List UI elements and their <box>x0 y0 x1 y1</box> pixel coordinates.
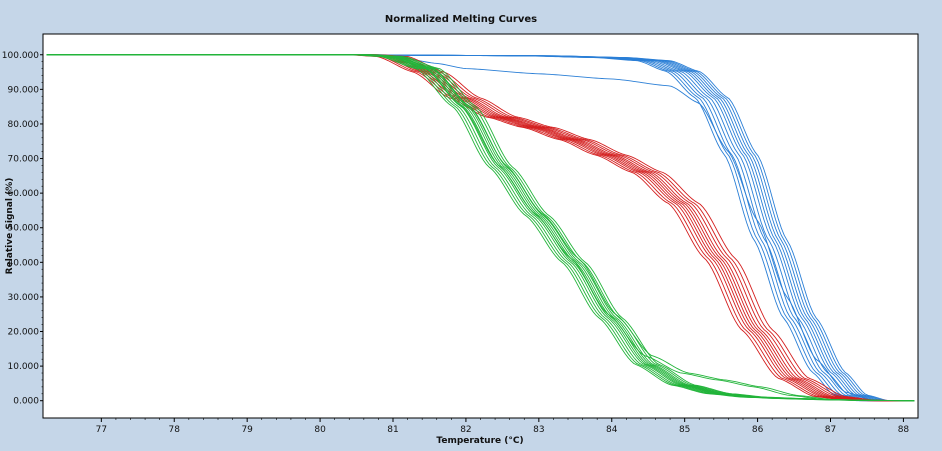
y-tick-label: 50.000 <box>8 224 40 234</box>
y-tick-label: 70.000 <box>8 155 40 165</box>
x-tick-label: 88 <box>898 425 910 435</box>
x-tick-label: 82 <box>460 425 471 435</box>
x-tick-label: 85 <box>679 425 690 435</box>
x-tick-label: 78 <box>169 425 181 435</box>
x-axis: 77 78 79 80 81 82 83 84 85 86 87 88 <box>96 418 910 435</box>
y-tick-label: 20.000 <box>8 328 40 338</box>
x-tick-label: 80 <box>314 425 326 435</box>
y-tick-label: 10.000 <box>8 362 40 372</box>
y-tick-label: 100.000 <box>2 51 39 61</box>
x-tick-label: 81 <box>387 425 398 435</box>
y-axis-label: Relative Signal (%) <box>5 178 15 275</box>
y-tick-label: 30.000 <box>8 293 40 303</box>
x-tick-label: 86 <box>752 425 764 435</box>
y-tick-label: 90.000 <box>8 85 40 95</box>
green-tail-curve-2 <box>46 54 915 402</box>
x-axis-label: Temperature (°C) <box>436 436 523 446</box>
y-tick-label: 60.000 <box>8 189 40 199</box>
y-tick-label: 80.000 <box>8 120 40 130</box>
y-axis: 0.000 10.000 20.000 30.000 40.000 50.000 60.00… <box>2 51 43 407</box>
curve-series <box>46 54 915 402</box>
x-tick-label: 84 <box>606 425 618 435</box>
x-tick-label: 77 <box>96 425 107 435</box>
y-tick-label: 40.000 <box>8 258 40 268</box>
y-tick-label: 0.000 <box>13 397 39 407</box>
x-tick-label: 79 <box>241 425 253 435</box>
x-tick-label: 87 <box>825 425 836 435</box>
chart-title: Normalized Melting Curves <box>385 14 537 25</box>
x-tick-label: 83 <box>533 425 544 435</box>
